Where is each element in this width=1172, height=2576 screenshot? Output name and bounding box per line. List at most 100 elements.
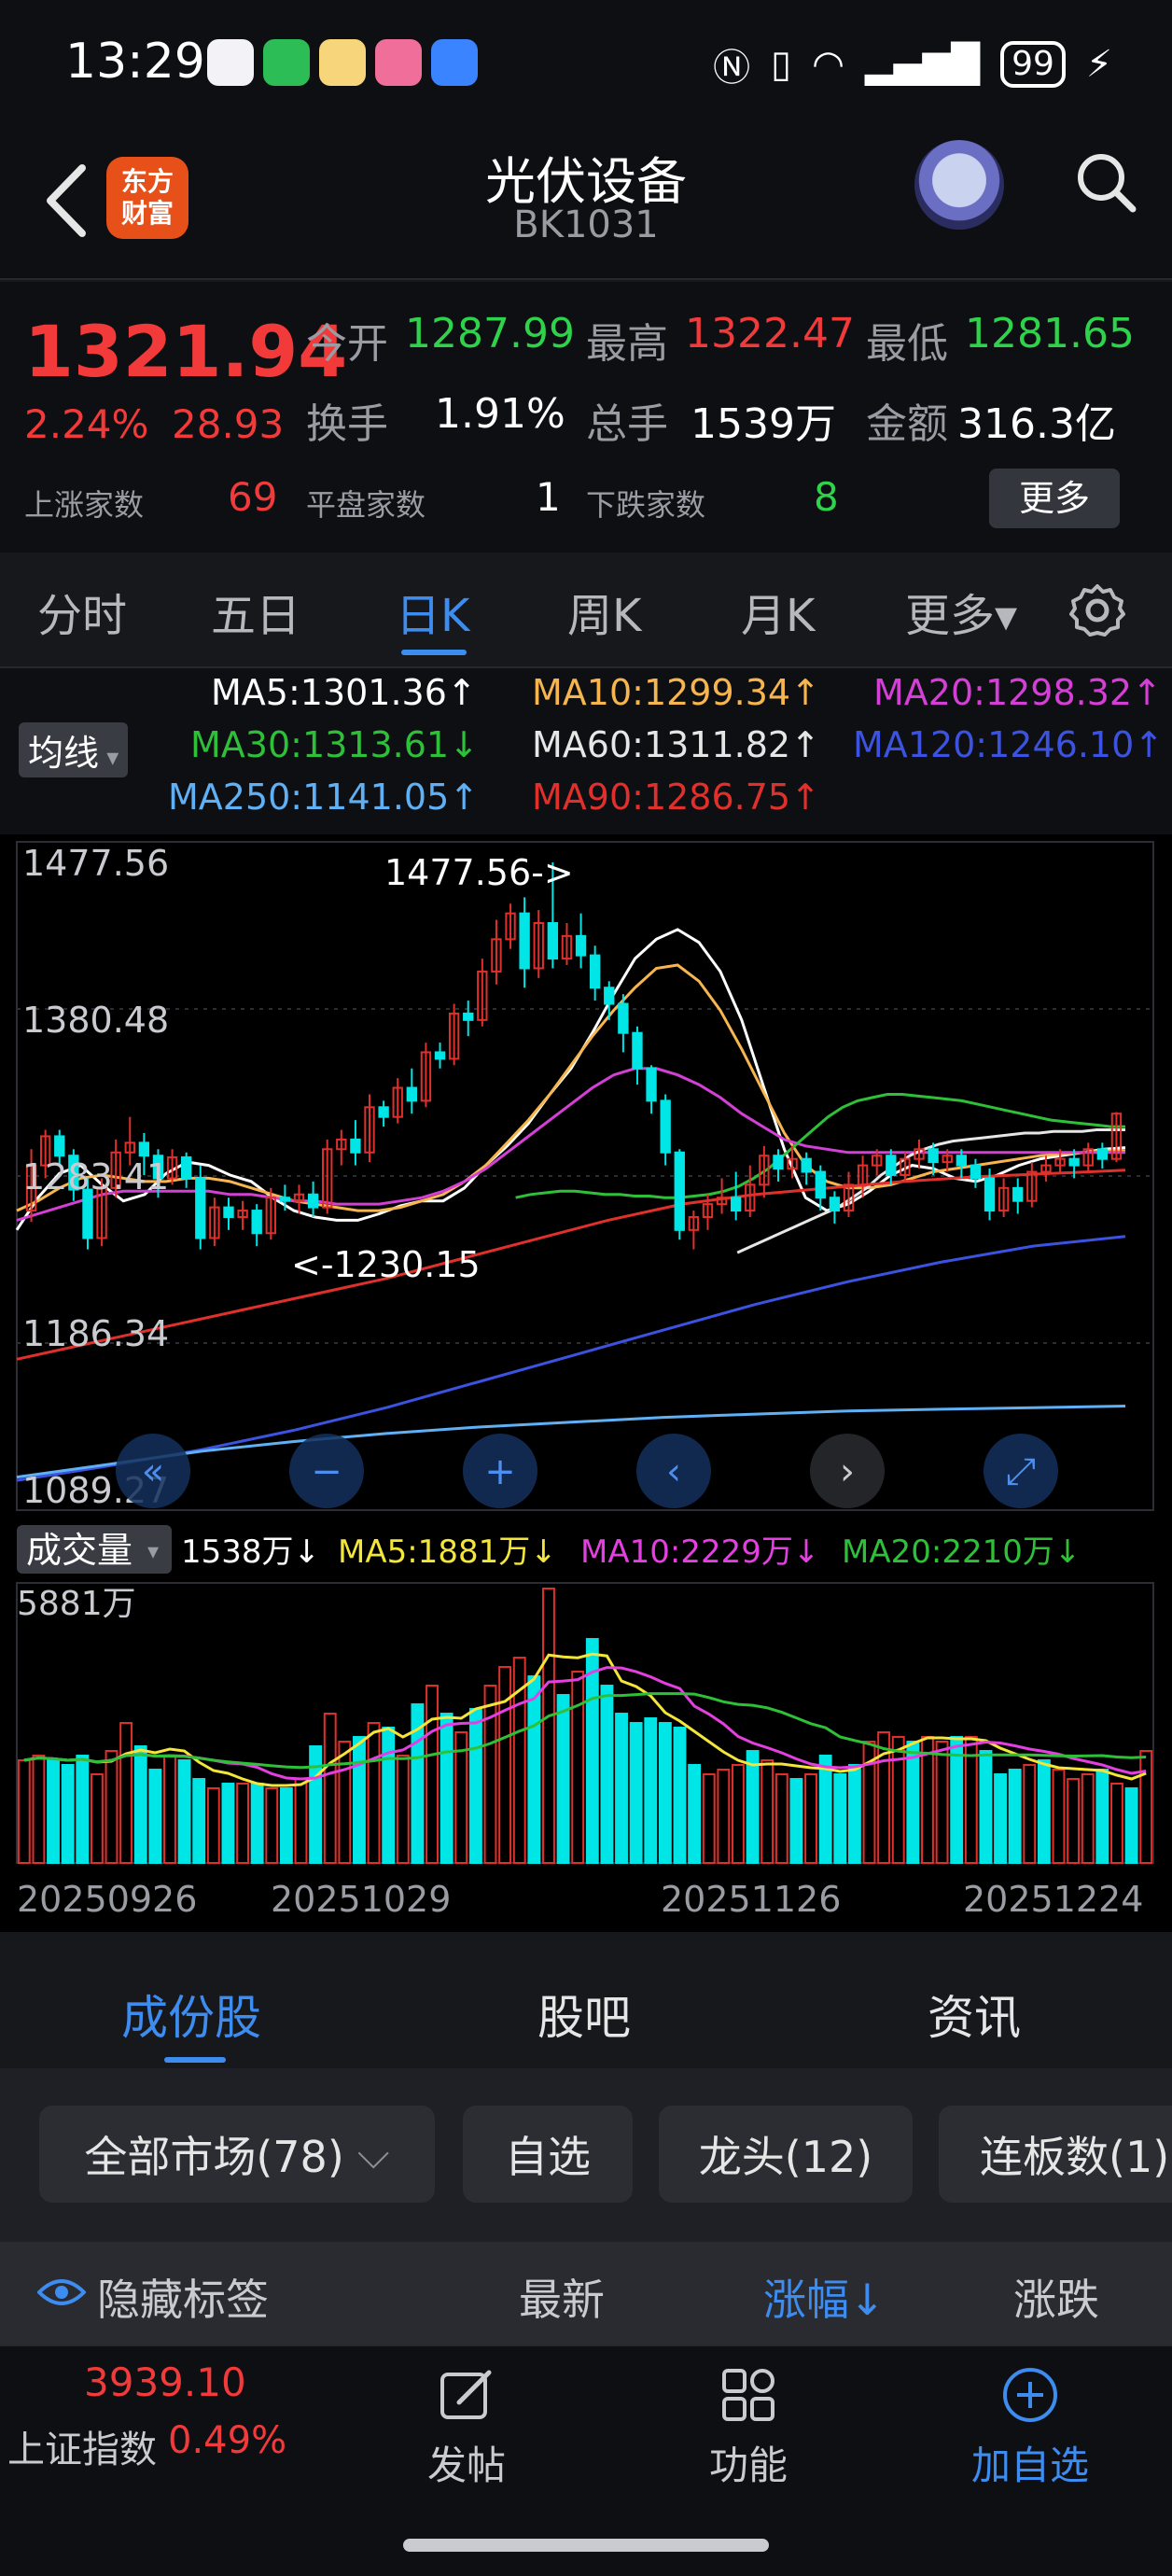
consecutive-limit-filter[interactable]: 连板数(1) (939, 2106, 1172, 2203)
nfc-icon: Ⓝ (713, 47, 751, 90)
low-label: 最低 (866, 320, 948, 368)
volume-bar (615, 1713, 628, 1865)
candle (322, 1139, 333, 1214)
back-icon[interactable] (34, 159, 99, 243)
candle (702, 1194, 714, 1230)
vibrate-icon: ▯ (771, 43, 792, 86)
date-label: 20251126 (661, 1879, 841, 1920)
volume-grid (16, 1582, 1154, 1864)
chevron-down-icon: ⌵ (356, 2128, 390, 2178)
market-filter-dropdown[interactable]: 全部市场(78) ⌵ (39, 2106, 435, 2203)
add-circle-icon (1003, 2368, 1057, 2422)
volume-bar (250, 1783, 264, 1865)
candle (533, 910, 544, 978)
candle (674, 1149, 685, 1240)
ma60-value: MA60:1311.82↑ (532, 724, 820, 765)
candle (886, 1149, 897, 1185)
col-change-pct[interactable]: 涨幅↓ (763, 2275, 886, 2325)
home-indicator[interactable] (403, 2539, 769, 2552)
candle (547, 862, 559, 969)
volume-bars (17, 1588, 1153, 1865)
charging-icon: ⚡ (1085, 43, 1112, 86)
volume-bar (396, 1755, 410, 1864)
volume-ma20: MA20:2210万↓ (842, 1533, 1081, 1571)
tab-minute[interactable]: 分时 (37, 590, 128, 642)
more-button[interactable]: 更多 (989, 469, 1120, 528)
col-latest[interactable]: 最新 (519, 2275, 605, 2325)
dropdown-caret-icon: ▾ (147, 1538, 159, 1564)
fullscreen-icon[interactable]: ⤢ (984, 1434, 1058, 1508)
tab-constituents[interactable]: 成份股 (121, 1991, 261, 2045)
status-bar: 13:29 Ⓝ ▯ ◠ ▂▄▆█ 99 ⚡ (0, 0, 1172, 131)
eye-icon[interactable] (37, 2275, 86, 2309)
reader-app-icon (375, 39, 422, 86)
leader-filter[interactable]: 龙头(12) (659, 2106, 913, 2203)
volume-bar (891, 1736, 905, 1864)
volume-bar (512, 1657, 526, 1864)
watchlist-filter[interactable]: 自选 (463, 2106, 633, 2203)
volume-bar (483, 1685, 497, 1864)
volume-bar (498, 1666, 512, 1864)
candle (420, 1043, 432, 1108)
candle (180, 1152, 192, 1188)
double-left-icon[interactable]: « (116, 1434, 190, 1508)
volume-bar (1081, 1773, 1095, 1865)
search-icon[interactable] (1073, 149, 1138, 215)
hide-tags-toggle[interactable]: 隐藏标签 (97, 2275, 269, 2325)
tab-more[interactable]: 更多▾ (905, 590, 1018, 642)
volume-bar (994, 1773, 1007, 1865)
candle (1110, 1112, 1123, 1163)
candle (773, 1149, 784, 1182)
amount-value: 316.3亿 (957, 400, 1116, 448)
index-percent: 0.49% (168, 2419, 287, 2462)
status-icons: Ⓝ ▯ ◠ ▂▄▆█ 99 ⚡ (713, 37, 1112, 91)
left-icon[interactable]: ‹ (636, 1434, 711, 1508)
volume-panel-frame (16, 1582, 1154, 1864)
robot-avatar[interactable] (914, 140, 1004, 230)
volume-bar (353, 1736, 366, 1864)
volume-bar (789, 1778, 803, 1865)
ma5-line (15, 928, 1126, 1231)
index-value[interactable]: 3939.10 (84, 2359, 246, 2405)
volume-bar (877, 1731, 891, 1864)
settings-gear-icon[interactable] (1067, 581, 1127, 640)
tab-monthly-k[interactable]: 月K (741, 590, 816, 642)
candle (293, 1184, 305, 1214)
candle (730, 1171, 742, 1221)
ma20-value: MA20:1298.32↑ (873, 672, 1162, 713)
tab-forum[interactable]: 股吧 (537, 1991, 631, 2045)
chart-area[interactable]: 1477.56 1380.48 1283.41 1186.34 1089.27 1477… (0, 834, 1172, 1954)
tab-five-day[interactable]: 五日 (211, 590, 301, 642)
zoom-out-icon[interactable]: − (289, 1434, 364, 1508)
functions-button[interactable]: 功能 (655, 2365, 842, 2491)
volume-bar (979, 1750, 993, 1864)
flat-count: 1 (536, 474, 561, 520)
volume-bar (426, 1685, 439, 1864)
volume-selector-dropdown[interactable] (17, 1525, 172, 1574)
volume-selector-label: 成交量 (26, 1530, 133, 1571)
candle (815, 1165, 826, 1211)
zoom-in-icon[interactable]: + (463, 1434, 537, 1508)
volume-bar (556, 1694, 570, 1864)
volume-ma-lines (23, 1652, 1147, 1787)
filter-bar: 全部市场(78) ⌵ 自选 龙头(12) 连板数(1) (0, 2068, 1172, 2242)
volume-value: 1539万 (691, 400, 836, 448)
candle (956, 1149, 968, 1179)
ma120-value: MA120:1246.10↑ (853, 724, 1165, 765)
candle (745, 1165, 756, 1217)
amount-label: 金额 (866, 400, 948, 448)
volume-bar (717, 1769, 731, 1865)
volume-bar (192, 1778, 206, 1865)
post-button[interactable]: 发帖 (373, 2365, 560, 2491)
tab-weekly-k[interactable]: 周K (567, 590, 642, 642)
index-name[interactable]: 上证指数 (7, 2429, 157, 2471)
add-watchlist-button[interactable]: 加自选 (937, 2365, 1123, 2491)
ma-selector-dropdown[interactable]: 均线 ▾ (19, 722, 129, 777)
volume-bar (367, 1722, 381, 1864)
tab-news[interactable]: 资讯 (928, 1991, 1021, 2045)
up-count-label: 上涨家数 (24, 487, 145, 523)
col-change[interactable]: 涨跌 (1013, 2275, 1099, 2325)
right-icon[interactable]: › (810, 1434, 885, 1508)
tab-daily-k[interactable]: 日K (396, 590, 470, 642)
